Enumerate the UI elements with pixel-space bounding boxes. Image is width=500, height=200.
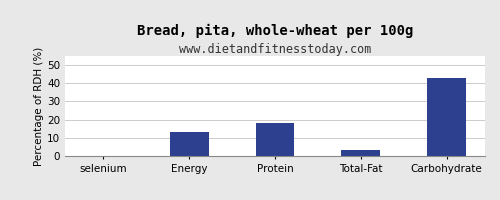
Title: www.dietandfitnesstoday.com: www.dietandfitnesstoday.com [179, 43, 371, 56]
Text: Bread, pita, whole-wheat per 100g: Bread, pita, whole-wheat per 100g [137, 24, 413, 38]
Bar [428, 78, 466, 156]
Bar [342, 150, 380, 156]
Bar [256, 123, 294, 156]
Y-axis label: Percentage of RDH (%): Percentage of RDH (%) [34, 46, 44, 166]
Bar [170, 132, 208, 156]
